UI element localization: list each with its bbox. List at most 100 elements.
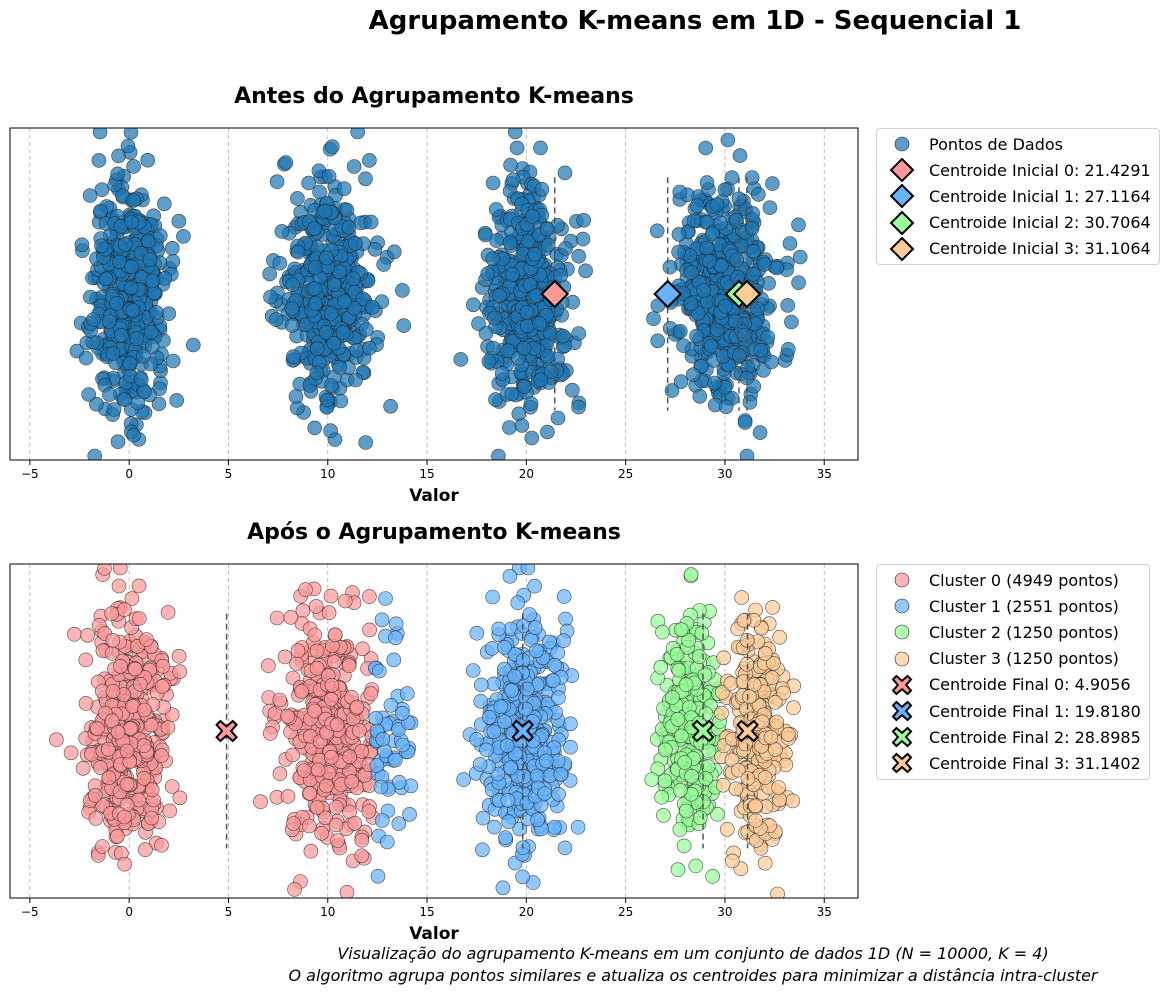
data-point: [386, 244, 402, 260]
chart-title-before: Antes do Agrupamento K-means: [234, 84, 634, 109]
data-point: [347, 815, 363, 831]
data-point: [136, 771, 152, 786]
data-point: [570, 819, 586, 835]
caption-line-2: O algoritmo agrupa pontos similares e at…: [288, 966, 1098, 985]
data-point: [138, 842, 153, 858]
data-point: [86, 312, 101, 327]
data-point: [673, 728, 689, 744]
data-point: [81, 387, 96, 402]
legend-item: Cluster 3 (1250 pontos): [885, 646, 1141, 672]
data-point: [533, 372, 549, 388]
tick-label: 35: [817, 905, 832, 919]
data-point: [502, 568, 518, 584]
data-point: [113, 564, 128, 576]
data-point: [699, 175, 715, 190]
data-point: [117, 809, 132, 825]
data-point: [349, 699, 365, 715]
data-point: [771, 780, 786, 795]
data-point: [336, 181, 352, 196]
data-point: [671, 227, 687, 242]
data-point: [502, 420, 517, 435]
centroids: [215, 613, 759, 849]
data-point: [497, 640, 512, 655]
data-point: [753, 343, 769, 358]
data-point: [67, 626, 82, 642]
data-point: [144, 782, 160, 797]
data-point: [131, 578, 147, 594]
data-point: [764, 670, 780, 685]
data-point: [710, 806, 725, 822]
data-point: [547, 657, 563, 673]
data-point: [495, 880, 511, 896]
legend-x: [891, 700, 913, 722]
data-point: [323, 749, 339, 765]
data-point: [757, 855, 773, 871]
data-point: [534, 182, 550, 197]
data-point: [705, 226, 720, 242]
data-point: [109, 296, 124, 311]
data-point: [332, 360, 348, 375]
data-point: [701, 743, 717, 759]
data-point: [110, 724, 126, 740]
data-point: [399, 686, 415, 701]
data-point: [323, 378, 339, 393]
data-point: [314, 825, 329, 841]
data-point: [752, 425, 768, 440]
data-point: [676, 338, 691, 353]
data-point: [500, 793, 516, 808]
data-point: [502, 235, 518, 250]
data-point: [186, 337, 201, 353]
data-point: [782, 236, 798, 251]
data-point: [165, 353, 181, 369]
data-point: [655, 624, 670, 640]
data-point: [329, 717, 345, 732]
data-point: [488, 202, 504, 217]
data-point: [362, 589, 377, 604]
data-point: [89, 396, 104, 412]
data-point: [327, 627, 343, 642]
data-point: [154, 837, 169, 853]
data-point: [274, 224, 290, 239]
data-point: [736, 327, 752, 343]
data-point: [744, 170, 760, 185]
data-point: [280, 709, 296, 724]
data-point: [133, 676, 148, 692]
data-point: [388, 752, 403, 768]
data-point: [736, 613, 752, 628]
data-point: [402, 806, 417, 822]
tick-label: −5: [21, 467, 39, 481]
data-point: [136, 348, 151, 364]
data-point: [540, 424, 555, 440]
data-point: [104, 713, 120, 729]
data-point: [298, 582, 313, 597]
tick-label: 15: [419, 467, 434, 481]
tick-label: 20: [519, 467, 534, 481]
data-point: [493, 699, 509, 714]
data-point: [388, 616, 404, 632]
data-point: [160, 605, 176, 620]
data-point: [339, 885, 355, 898]
data-point: [527, 246, 543, 262]
legend-label: Centroide Final 1: 19.8180: [929, 701, 1141, 721]
legend-item: Centroide Final 1: 19.8180: [885, 698, 1141, 724]
data-point: [160, 720, 176, 735]
data-point: [93, 760, 108, 775]
data-point: [63, 745, 79, 761]
legend-label: Cluster 1 (2551 pontos): [929, 596, 1119, 616]
data-point: [261, 658, 276, 673]
data-point: [571, 399, 586, 415]
data-point: [492, 288, 507, 303]
data-point: [328, 817, 344, 833]
data-point: [692, 388, 708, 404]
data-point: [727, 313, 743, 329]
data-point: [683, 296, 699, 311]
data-point: [335, 325, 351, 340]
legend-item: Cluster 0 (4949 pontos): [885, 567, 1141, 593]
data-point: [394, 706, 410, 721]
data-point: [678, 803, 694, 819]
data-point: [176, 229, 191, 244]
data-point: [262, 266, 278, 282]
data-point: [337, 593, 353, 609]
data-point: [124, 259, 139, 274]
data-point: [358, 171, 373, 187]
